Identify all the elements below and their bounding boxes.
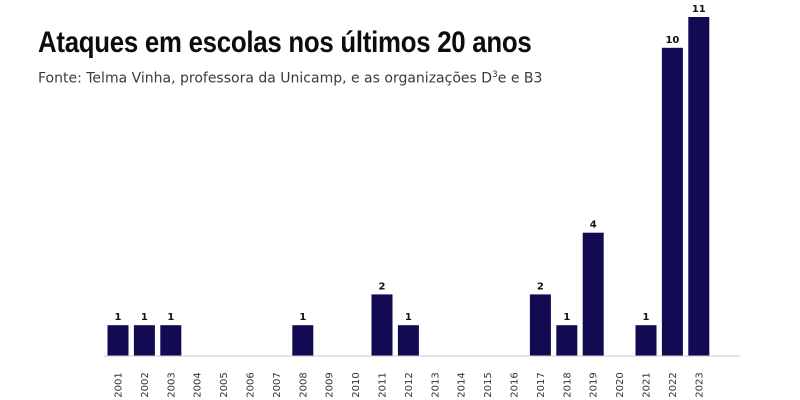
- data-label-2001: 1: [115, 312, 122, 323]
- data-label-2019: 4: [590, 220, 597, 231]
- subtitle-superscript: 3: [492, 70, 498, 80]
- x-tick-label-2004: 2004: [193, 372, 204, 397]
- bar-2012: [397, 325, 419, 356]
- bar-2021: [635, 325, 657, 356]
- x-tick-label-2006: 2006: [246, 372, 257, 397]
- x-tick-label-2008: 2008: [298, 372, 309, 397]
- x-tick-label-2012: 2012: [404, 372, 415, 397]
- data-label-2003: 1: [167, 312, 174, 323]
- data-label-2022: 10: [665, 35, 679, 46]
- bar-2003: [160, 325, 182, 356]
- x-tick-label-2020: 2020: [615, 372, 626, 397]
- data-label-2012: 1: [405, 312, 412, 323]
- x-tick-label-2022: 2022: [668, 372, 679, 397]
- bar-2018: [556, 325, 578, 356]
- x-tick-label-2015: 2015: [483, 372, 494, 397]
- x-tick-labels-group: 2001 2002 2003 2004 2005 2006 2007 2008 2009 2010…: [114, 372, 706, 397]
- bar-2019: [582, 232, 604, 356]
- chart-title: Ataques em escolas nos últimos 20 anos: [38, 26, 532, 59]
- data-label-2011: 2: [379, 281, 386, 292]
- data-label-2018: 1: [563, 312, 570, 323]
- x-tick-label-2003: 2003: [166, 372, 177, 397]
- x-tick-label-2021: 2021: [642, 372, 653, 397]
- x-tick-label-2016: 2016: [510, 372, 521, 397]
- x-tick-label-2001: 2001: [114, 372, 125, 397]
- bars-group: [107, 17, 710, 357]
- x-tick-label-2010: 2010: [351, 372, 362, 397]
- data-label-2002: 1: [141, 312, 148, 323]
- x-tick-label-2011: 2011: [378, 372, 389, 397]
- x-tick-label-2007: 2007: [272, 372, 283, 397]
- x-tick-label-2002: 2002: [140, 372, 151, 397]
- x-tick-label-2023: 2023: [694, 372, 705, 397]
- x-tick-label-2018: 2018: [562, 372, 573, 397]
- data-label-2008: 1: [299, 312, 306, 323]
- x-tick-label-2017: 2017: [536, 372, 547, 397]
- subtitle-main: Fonte: Telma Vinha, professora da Unicam…: [38, 70, 493, 87]
- bar-2023: [688, 17, 710, 356]
- chart-subtitle: Fonte: Telma Vinha, professora da Unicam…: [38, 70, 542, 87]
- x-tick-label-2013: 2013: [430, 372, 441, 397]
- bar-2001: [107, 325, 129, 356]
- bar-2022: [661, 47, 683, 357]
- x-tick-label-2019: 2019: [589, 372, 600, 397]
- bar-2002: [133, 325, 155, 356]
- data-label-2023: 11: [692, 4, 706, 15]
- x-tick-label-2014: 2014: [457, 372, 468, 397]
- bar-2011: [371, 294, 393, 356]
- data-label-2021: 1: [643, 312, 650, 323]
- x-tick-label-2009: 2009: [325, 372, 336, 397]
- subtitle-end: e e B3: [497, 70, 543, 87]
- bar-2017: [529, 294, 551, 356]
- bar-2008: [292, 325, 314, 356]
- data-label-2017: 2: [537, 281, 544, 292]
- x-tick-label-2005: 2005: [219, 372, 230, 397]
